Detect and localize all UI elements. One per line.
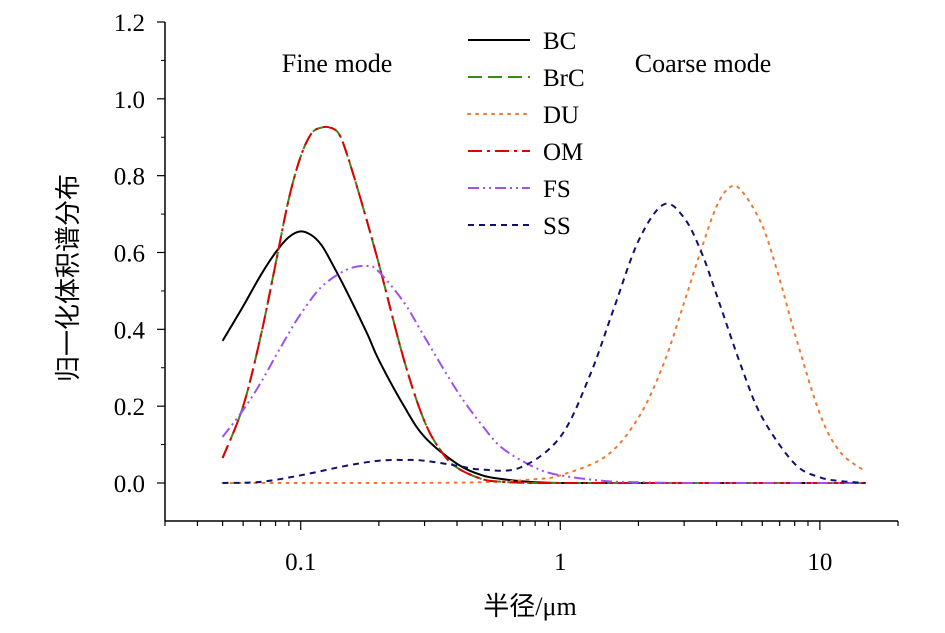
x-tick-label: 10 bbox=[807, 549, 832, 576]
legend-label-fs: FS bbox=[543, 176, 571, 203]
annotation-fine-mode: Fine mode bbox=[282, 49, 393, 78]
series-line-om bbox=[221, 125, 866, 485]
legend-label-ss: SS bbox=[543, 213, 571, 240]
legend-label-om: OM bbox=[543, 139, 583, 166]
annotation-coarse-mode: Coarse mode bbox=[635, 49, 771, 78]
y-tick-label: 0.4 bbox=[114, 317, 146, 344]
y-axis-label: 归一化体积谱分布 bbox=[54, 174, 83, 382]
y-tick-label: 1.2 bbox=[114, 10, 145, 37]
plot-frame bbox=[164, 22, 898, 522]
x-axis-label: 半径/μm bbox=[483, 592, 576, 621]
y-tick-label: 0.2 bbox=[114, 394, 145, 421]
x-axis-ticks: 0.1 1 10 bbox=[164, 521, 899, 576]
y-tick-label: 0.0 bbox=[114, 471, 145, 498]
series-line-du bbox=[221, 184, 867, 485]
x-tick-label: 1 bbox=[554, 549, 567, 576]
y-tick-label: 1.0 bbox=[114, 87, 145, 114]
series-line-fs bbox=[221, 264, 866, 485]
x-tick-label: 0.1 bbox=[285, 549, 316, 576]
y-axis-ticks: 0.0 0.2 0.4 0.6 0.8 1.0 1.2 bbox=[114, 10, 165, 498]
legend-label-brc: BrC bbox=[543, 65, 585, 92]
legend-label-bc: BC bbox=[543, 28, 576, 55]
legend-label-du: DU bbox=[543, 102, 579, 129]
y-tick-label: 0.6 bbox=[114, 241, 145, 268]
legend: BC BrC DU OM FS SS bbox=[467, 28, 585, 240]
series-curves bbox=[221, 125, 867, 485]
y-tick-label: 0.8 bbox=[114, 164, 145, 191]
series-line-ss bbox=[222, 202, 866, 484]
series-line-bc bbox=[221, 230, 866, 485]
